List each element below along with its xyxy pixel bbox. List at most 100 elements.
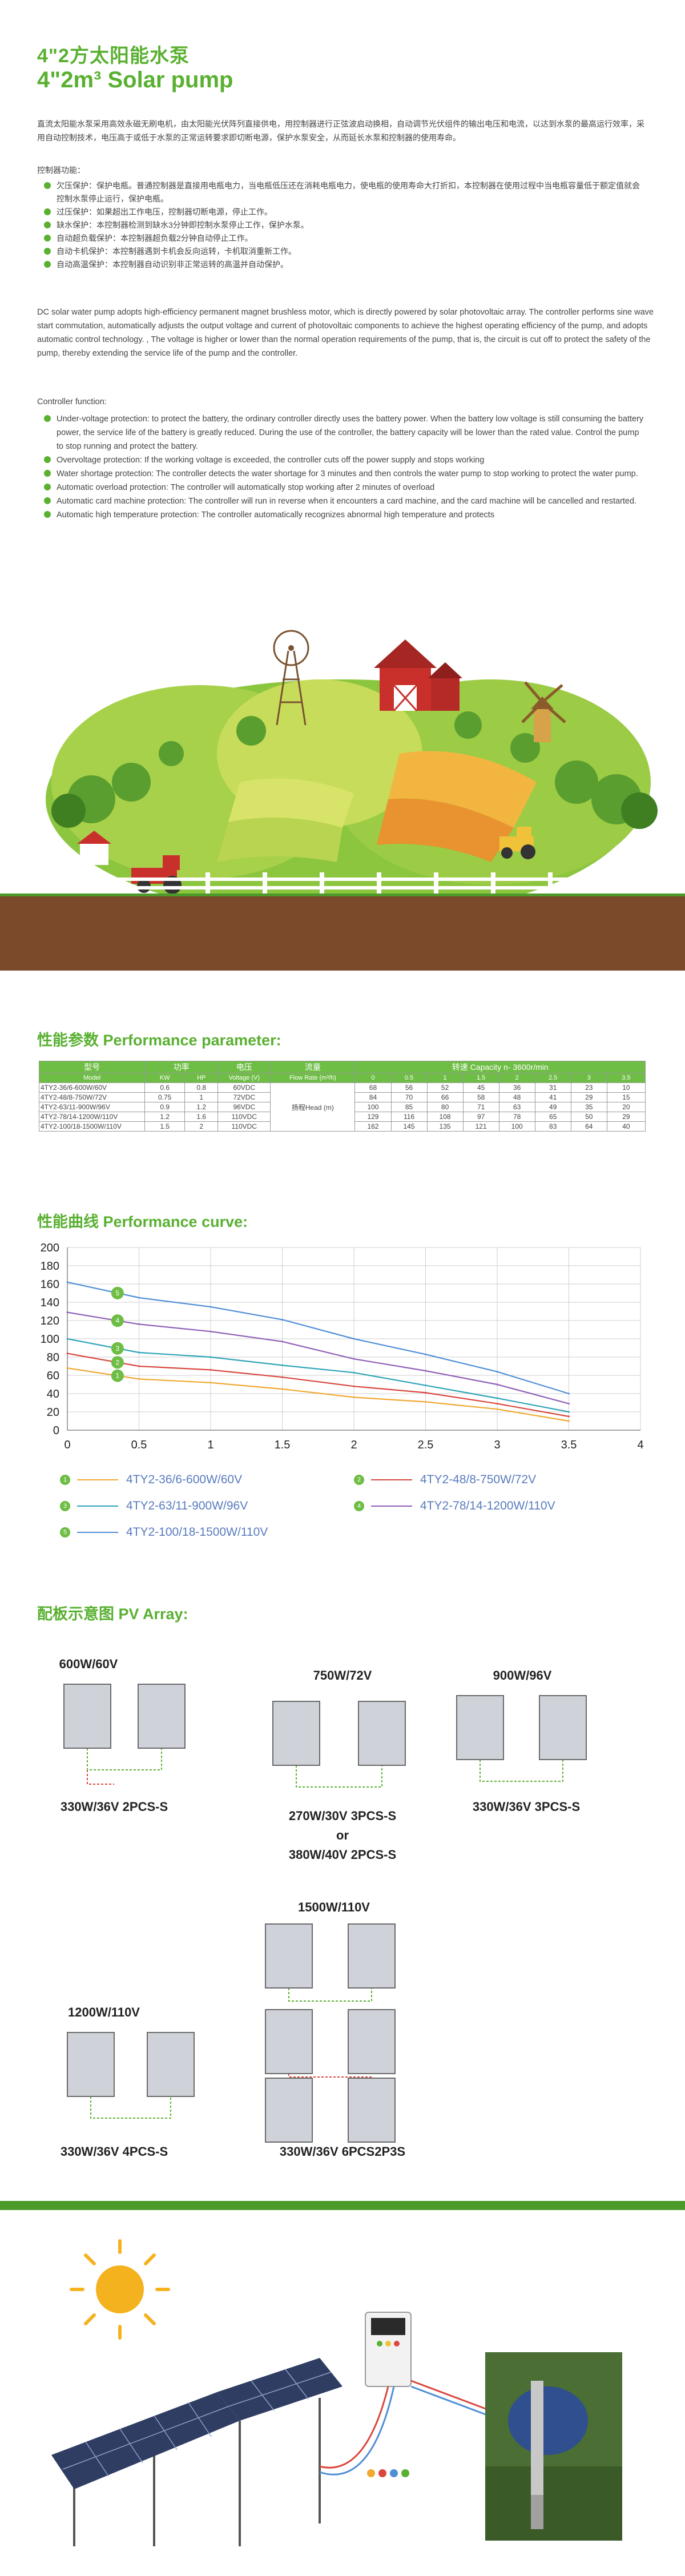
data-point <box>353 1385 355 1387</box>
pv-spec-label: 330W/36V 2PCS-S <box>61 1800 168 1814</box>
th-flow-point: 1.5 <box>462 1073 499 1083</box>
y-tick-label: 200 <box>41 1242 59 1254</box>
pv-spec-label: 270W/30V 3PCS-S <box>289 1809 396 1823</box>
data-point <box>353 1358 355 1360</box>
cell-head: 108 <box>426 1112 464 1122</box>
data-point <box>281 1388 283 1390</box>
table-row: 4TY2-100/18-1500W/110V 1.5 2 110VDC 162 … <box>38 1121 646 1132</box>
cell-voltage: 72VDC <box>217 1092 271 1102</box>
cell-hp: 1.2 <box>184 1102 219 1112</box>
solar-panel <box>147 2032 195 2097</box>
cell-head: 35 <box>570 1102 607 1112</box>
th-flow-point: 0.5 <box>390 1073 428 1083</box>
series-marker-label: 3 <box>116 1345 120 1353</box>
data-point <box>281 1318 283 1321</box>
th-flow: 流量 <box>270 1061 356 1073</box>
data-point <box>138 1351 140 1354</box>
th-model-en: Model <box>38 1073 146 1083</box>
cell-model: 4TY2-36/6-600W/60V <box>38 1082 146 1093</box>
pv-power-label: 1200W/110V <box>68 2005 140 2019</box>
cell-head: 15 <box>606 1092 646 1102</box>
controller <box>365 2312 412 2387</box>
x-tick-label: 2.5 <box>418 1439 434 1451</box>
series-marker-label: 5 <box>116 1289 120 1297</box>
cell-head: 56 <box>390 1082 428 1093</box>
intro-en: DC solar water pump adopts high-efficien… <box>37 308 654 358</box>
cell-model: 4TY2-78/14-1200W/110V <box>38 1112 146 1122</box>
solar-panel <box>348 1923 396 1989</box>
cell-head: 64 <box>570 1121 607 1132</box>
cell-head: 31 <box>534 1082 571 1093</box>
cell-model: 4TY2-63/11-900W/96V <box>38 1102 146 1112</box>
cell-head: 65 <box>534 1112 571 1122</box>
series-marker-label: 1 <box>116 1372 120 1380</box>
pv-power-label: 600W/60V <box>59 1657 118 1671</box>
cell-head-label: 扬程Head (m) <box>270 1082 356 1132</box>
section-divider <box>0 2201 685 2210</box>
pv-power-label: 900W/96V <box>493 1668 552 1683</box>
legend-marker: 4 <box>354 1501 364 1511</box>
data-point <box>209 1382 212 1384</box>
legend-marker: 5 <box>60 1527 70 1537</box>
cell-hp: 1.6 <box>184 1112 219 1122</box>
cell-head: 100 <box>354 1102 392 1112</box>
series-line <box>67 1311 569 1404</box>
legend-swatch <box>77 1479 118 1480</box>
function-item-en: Automatic high temperature protection: T… <box>43 508 648 522</box>
x-tick-label: 2 <box>350 1439 357 1451</box>
cell-head: 58 <box>462 1092 499 1102</box>
cell-head: 23 <box>570 1082 607 1093</box>
data-point <box>496 1383 498 1386</box>
cell-head: 97 <box>462 1112 499 1122</box>
x-tick-label: 4 <box>637 1439 643 1451</box>
functions-cn-list: 欠压保护：保护电瓶。普通控制器是直接用电瓶电力，当电瓶低压还在消耗电瓶电力，使电… <box>43 179 642 271</box>
farm-illustration <box>0 630 685 908</box>
cell-head: 71 <box>462 1102 499 1112</box>
th-power: 功率 <box>144 1061 219 1073</box>
cell-model: 4TY2-48/8-750W/72V <box>38 1092 146 1102</box>
cell-head: 100 <box>498 1121 535 1132</box>
pv-array-diagram: 600W/60V 750W/72V 900W/96V 1200W/110V 15… <box>59 1657 587 2159</box>
series-marker <box>111 1356 124 1369</box>
function-item-cn: 自动卡机保护：本控制器遇到卡机会反向运转，卡机取消重新工作。 <box>43 245 642 258</box>
solar-panel <box>358 1701 406 1766</box>
title-cn: 4"2方太阳能水泵 <box>37 45 190 67</box>
y-tick-label: 180 <box>41 1260 59 1273</box>
series-line <box>67 1338 569 1413</box>
solar-panel <box>456 1695 504 1760</box>
cell-voltage: 110VDC <box>217 1121 271 1132</box>
th-voltage: 电压 <box>217 1061 271 1073</box>
legend-label: 4TY2-63/11-900W/96V <box>126 1499 248 1512</box>
data-point <box>425 1400 426 1403</box>
table-row: 4TY2-36/6-600W/60V 0.6 0.8 60VDC 扬程Head … <box>38 1082 646 1132</box>
cell-head: 50 <box>570 1112 607 1122</box>
function-item-en: Under-voltage protection: to protect the… <box>43 412 648 453</box>
solar-panel <box>265 2078 313 2143</box>
wire <box>87 1770 114 1785</box>
cell-head: 121 <box>462 1121 499 1132</box>
legend-marker: 3 <box>60 1501 70 1511</box>
cell-hp: 2 <box>184 1121 219 1132</box>
legend-item: 5 4TY2-100/18-1500W/110V <box>60 1526 268 1539</box>
solar-panel <box>265 1923 313 1989</box>
performance-table: 型号 功率 电压 流量 转速 Capacity n- 3600r/min Mod… <box>38 1061 646 1132</box>
cell-head: 129 <box>354 1112 392 1122</box>
pv-title: 配板示意图 PV Array: <box>37 1605 188 1623</box>
cell-kw: 0.75 <box>144 1092 186 1102</box>
wire <box>87 1748 162 1770</box>
pv-spec-label: 330W/36V 3PCS-S <box>473 1800 580 1814</box>
function-item-cn: 过压保护：如果超出工作电压，控制器切断电源，停止工作。 <box>43 206 642 219</box>
legend-label: 4TY2-78/14-1200W/110V <box>420 1499 555 1512</box>
y-tick-label: 20 <box>47 1406 59 1419</box>
data-point <box>425 1370 426 1372</box>
series-marker <box>111 1369 124 1382</box>
wire <box>288 2074 372 2078</box>
soil-band <box>0 908 685 971</box>
cell-head: 41 <box>534 1092 571 1102</box>
cell-head: 29 <box>570 1092 607 1102</box>
data-point <box>496 1371 498 1373</box>
functions-en-list: Under-voltage protection: to protect the… <box>43 412 648 522</box>
cell-head: 36 <box>498 1082 535 1093</box>
pv-spec-label: 330W/36V 4PCS-S <box>61 2144 168 2159</box>
data-point <box>496 1397 498 1399</box>
